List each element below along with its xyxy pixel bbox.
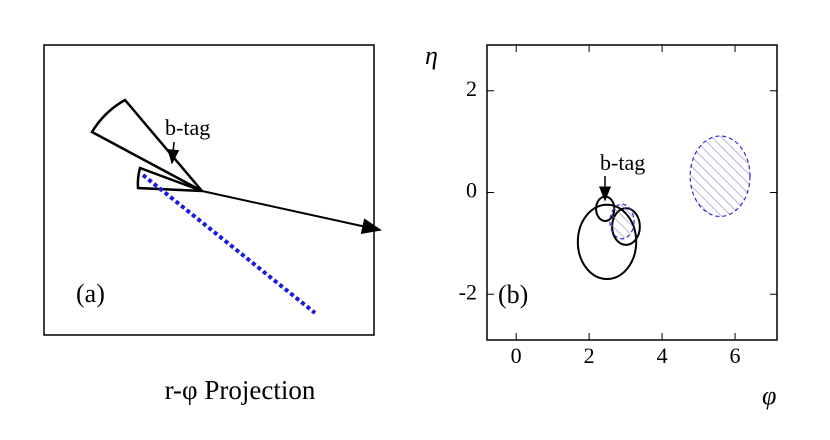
x-axis-label: φ [762, 381, 776, 410]
jet-cone [90, 98, 203, 193]
caption: r-φ Projection [165, 375, 316, 405]
x-tick-label: 2 [584, 343, 595, 368]
hatched-ellipse [609, 203, 635, 240]
y-tick-label: 2 [466, 76, 477, 101]
y-axis-label: η [425, 41, 438, 70]
panel-a: b-tag (a) r-φ Projection [43, 44, 382, 405]
missing-energy [141, 173, 317, 315]
jet-ellipse [576, 203, 638, 280]
jet-cone [136, 166, 203, 193]
x-tick-label: 0 [511, 343, 522, 368]
panel-label: (b) [498, 280, 528, 309]
annotation: b-tag [600, 150, 645, 175]
y-tick-label: -2 [459, 279, 477, 304]
y-tick-label: 0 [466, 178, 477, 203]
annotation: b-tag [165, 115, 210, 140]
panel-b: (b) b-tag φ η 0 2 4 6 -2 0 2 [425, 41, 778, 410]
x-tick-label: 6 [730, 343, 741, 368]
panel-label: (a) [76, 279, 105, 308]
x-tick-label: 4 [657, 343, 668, 368]
frame [43, 44, 375, 336]
annotation-arrow [167, 141, 180, 165]
hatched-ellipse [689, 135, 751, 218]
track-arrow [201, 190, 382, 234]
